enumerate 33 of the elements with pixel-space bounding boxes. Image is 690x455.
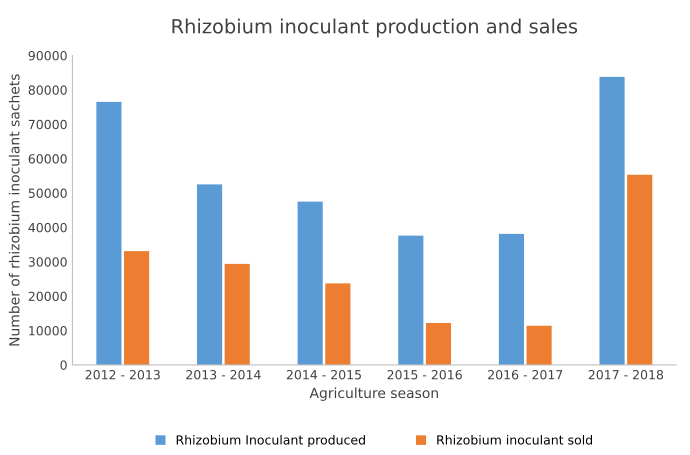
bar — [96, 102, 122, 365]
y-tick-label: 70000 — [28, 120, 67, 130]
y-tick-label: 10000 — [29, 326, 67, 336]
x-tick-label: 2015 - 2016 — [388, 370, 462, 380]
bar — [196, 184, 222, 365]
y-tick-label: 80000 — [28, 85, 67, 95]
bar — [298, 202, 323, 365]
x-tick-label: 2017 - 2018 — [588, 370, 664, 380]
y-tick-label: 30000 — [28, 257, 67, 267]
x-axis-title: Agriculture season — [310, 387, 438, 401]
chart-title: Rhizobium inoculant production and sales — [172, 18, 578, 38]
y-tick-label: 60000 — [28, 154, 67, 164]
x-tick-label: 2012 - 2013 — [86, 370, 160, 380]
bar — [498, 234, 524, 365]
y-tick-label: 50000 — [28, 188, 67, 198]
bar — [325, 283, 350, 365]
legend-label: Rhizobium inoculant sold — [437, 434, 592, 445]
bar — [627, 174, 652, 365]
bar — [124, 251, 150, 365]
bar — [426, 322, 452, 365]
y-tick-label: 40000 — [28, 222, 67, 232]
y-tick-label: 0 — [60, 360, 67, 370]
bar — [526, 326, 552, 365]
y-tick-label: 90000 — [28, 50, 67, 60]
x-tick-label: 2013 - 2014 — [186, 370, 261, 380]
y-tick-label: 20000 — [28, 292, 67, 302]
x-tick-label: 2014 - 2015 — [286, 370, 361, 380]
legend-label: Rhizobium Inoculant produced — [176, 434, 365, 448]
bar — [224, 264, 250, 365]
y-axis-title: Number of rhizobium inoculant sachets — [8, 74, 20, 346]
bar — [599, 76, 625, 365]
x-tick-label: 2016 - 2017 — [488, 370, 562, 380]
bar — [398, 236, 424, 365]
